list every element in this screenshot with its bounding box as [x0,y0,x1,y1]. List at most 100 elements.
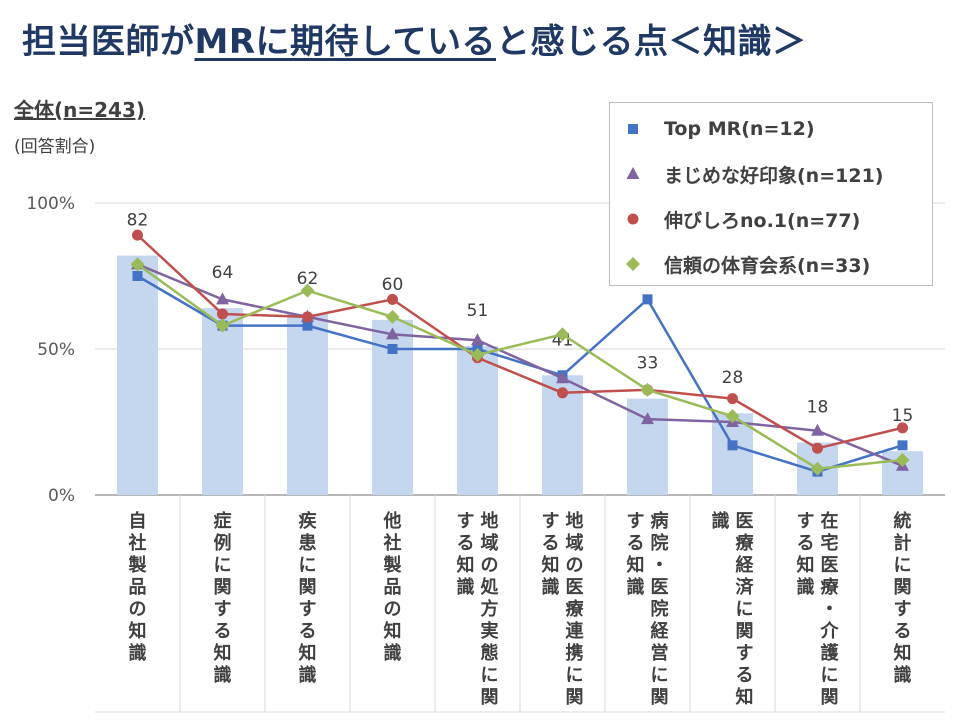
page-title: 担当医師がMRに期待していると感じる点＜知識＞ [22,14,807,63]
series-point [642,294,653,305]
legend-label: 伸びしろno.1(n=77) [664,209,861,232]
series-point [215,318,230,333]
x-tick-char: 病 [651,510,669,532]
series-point [895,452,910,467]
bar-value-label: 18 [807,397,829,417]
x-tick-char: 経 [651,620,670,642]
series-line [136,263,903,470]
x-tick-char: 他 [383,510,402,532]
x-tick-char: 知 [214,642,232,664]
x-tick-char: す [797,511,815,532]
series-point [557,387,568,399]
series-point [132,229,143,241]
x-tick-char: に [736,599,754,620]
x-tick-char: 介 [820,620,840,642]
x-tick-char: す [214,599,232,620]
x-tick-char: る [457,533,475,554]
x-tick-char: 識 [214,664,232,686]
series-point [641,412,654,425]
legend-item: 信頼の体育会系(n=33) [610,242,870,286]
series-point [897,422,908,434]
bar [457,346,498,495]
series-point [386,327,399,340]
x-tick-char: 連 [566,620,585,642]
x-tick-char: 護 [821,642,840,664]
x-tick-char: 宅 [821,532,839,554]
series-point [130,257,145,272]
bar-value-label: 60 [382,275,404,295]
x-tick-char: 製 [383,555,402,576]
bar-value-label: 62 [297,269,319,289]
bar-value-label: 33 [637,354,659,374]
series-point [300,283,315,298]
series-point [556,371,569,384]
x-tick-char: 識 [627,576,645,598]
x-tick-char: 知 [627,554,645,576]
series-line [136,234,903,450]
x-tick-char: 知 [894,642,912,664]
series-point [725,409,740,424]
x-tick-char: に [821,665,839,686]
x-tick-char: す [542,511,560,532]
x-tick-char: 医 [566,577,584,598]
series-point [385,309,400,324]
x-tick-char: す [627,511,645,532]
series-point [216,292,229,305]
x-tick-char: す [736,643,754,664]
x-tick-char: 知 [384,620,402,642]
x-tick-char: 処 [481,576,500,598]
x-tick-char: 地 [481,510,499,532]
series-point [217,308,228,320]
x-tick-char: 患 [299,533,317,554]
chart-note: (回答割合) [14,137,96,157]
x-tick-char: に [651,665,669,686]
series-point [727,393,738,405]
x-tick-char: に [894,555,912,576]
legend-item: Top MR(n=12) [610,107,815,151]
series-point [897,440,908,451]
title-post: と感じる点＜知識＞ [496,22,807,62]
bar-value-label: 28 [722,368,744,388]
series-point [387,293,398,305]
bar [117,255,158,495]
x-tick-char: の [384,599,402,620]
legend-label: 信頼の体育会系(n=33) [664,254,871,277]
x-tick-char: 識 [712,510,730,532]
x-tick-char: 品 [129,577,147,598]
x-tick-char: 疾 [299,510,318,532]
x-tick-char: 医 [651,577,669,598]
series-point [640,382,655,397]
series-point [302,311,313,323]
x-tick-char: 関 [736,621,754,642]
chart-legend: Top MR(n=12) まじめな好印象(n=121) 伸びしろno.1(n=77)… [609,102,933,286]
x-tick-char: 識 [129,642,147,664]
chart-subtitle: 全体(n=243) [14,98,146,122]
x-tick-char: る [894,621,912,642]
x-tick-char: 識 [299,664,317,686]
legend-marker-icon [622,120,644,138]
bar-value-label: 82 [127,211,149,231]
x-tick-char: す [457,511,475,532]
series-point [132,271,143,281]
x-tick-char: 自 [129,510,147,532]
x-tick-char: 経 [736,554,755,576]
bar [202,308,243,495]
x-tick-char: 関 [566,687,584,708]
x-tick-char: 態 [481,642,499,664]
x-tick-char: 識 [384,642,402,664]
x-tick-char: る [299,621,317,642]
title-pre: 担当医師が [22,22,195,62]
x-tick-char: に [214,555,232,576]
x-tick-char: に [299,555,317,576]
x-tick-char: る [627,533,645,554]
legend-marker-shape [628,124,638,134]
x-tick-char: 社 [129,532,147,554]
series-point [811,423,824,436]
x-tick-char: の [481,555,499,576]
